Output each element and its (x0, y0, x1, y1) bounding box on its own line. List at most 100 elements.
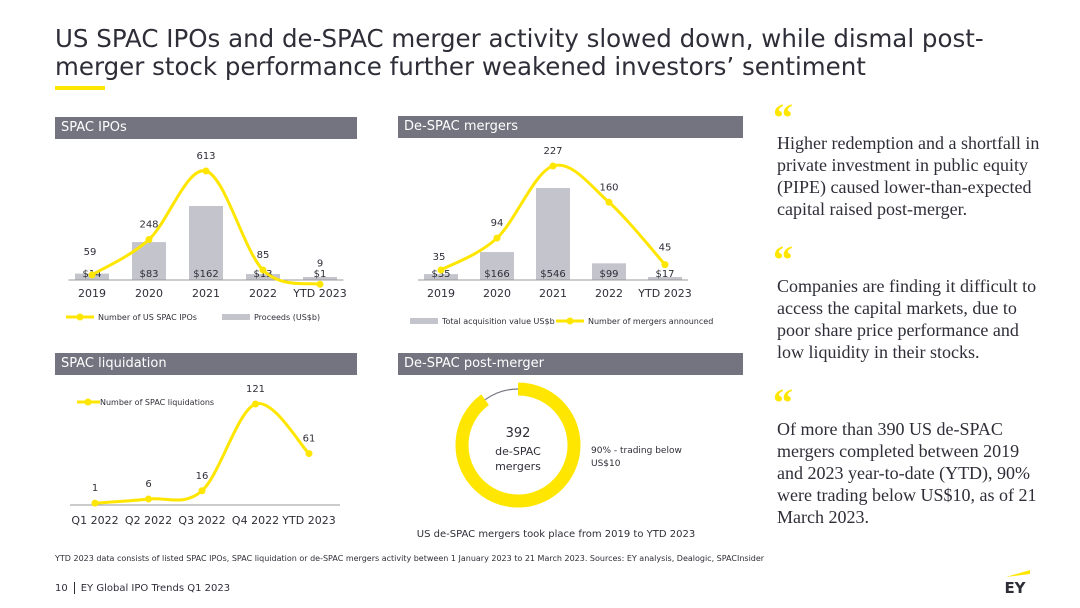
bar-4 (246, 274, 280, 280)
x-tick-label: YTD 2023 (637, 287, 691, 300)
line-value-label: 6 (145, 479, 151, 490)
line-point-1 (437, 266, 445, 274)
bar-5 (303, 277, 337, 280)
x-tick-label: YTD 2023 (281, 514, 335, 527)
de-spac-post-merger-chart: 392 de-SPAC mergers 90% - trading below US$1… (417, 382, 695, 540)
quote-mark-2: “ (773, 237, 793, 282)
ey-logo: EY (1004, 570, 1030, 596)
legend-label: Total acquisition value US$b (441, 317, 555, 326)
legend-line-marker (76, 313, 84, 321)
quote-mark-1: “ (773, 95, 793, 140)
footer-separator (73, 582, 75, 594)
bar-value-label: $83 (139, 269, 158, 280)
x-tick-label: YTD 2023 (292, 287, 346, 300)
line-point-2 (493, 234, 501, 242)
line-value-label: 9 (317, 258, 323, 269)
bar-4 (592, 263, 626, 280)
line-point-5 (316, 280, 324, 288)
line-value-label: 59 (84, 247, 97, 258)
quote-1: Higher redemption and a shortfall in pri… (777, 133, 1040, 219)
chart-caption: US de-SPAC mergers took place from 2019 … (417, 529, 695, 540)
panel-title-spac-liquidation: SPAC liquidation (55, 353, 357, 375)
line-point-3 (549, 162, 557, 170)
panel-title-de-spac-post-merger: De-SPAC post-merger (398, 353, 743, 375)
page-number: 10 (55, 583, 68, 594)
quote-2: Companies are finding it difficult to ac… (777, 276, 1037, 362)
line-point-5 (305, 450, 313, 458)
donut-slice-label: 90% - trading below (591, 446, 682, 456)
line-point-1 (88, 271, 96, 279)
de-spac-mergers-chart: $35 $166 $546 $99 $17 35 94 227 160 45 2019 2020 202… (410, 146, 713, 326)
legend-line-marker (566, 317, 574, 325)
legend-label: Number of US SPAC IPOs (98, 313, 197, 322)
bar-value-label: $13 (253, 269, 272, 280)
donut-center-label: mergers (495, 460, 541, 473)
panel-title-spac-ipos: SPAC IPOs (55, 117, 357, 139)
legend-label: Proceeds (US$b) (254, 313, 320, 322)
line-value-label: 94 (491, 218, 504, 229)
x-tick-label: 2021 (539, 287, 567, 300)
x-tick-label: 2022 (249, 287, 277, 300)
line-value-label: 1 (92, 483, 98, 494)
donut-slice-label: US$10 (591, 459, 621, 469)
bar-value-label: $1 (314, 269, 327, 280)
line-point-2 (145, 235, 153, 243)
line-value-label: 16 (196, 471, 209, 482)
x-tick-label: Q2 2022 (125, 514, 172, 527)
legend-line-marker (84, 398, 92, 406)
line-point-4 (252, 400, 259, 408)
line-point-3 (202, 167, 210, 175)
x-tick-label: 2019 (78, 287, 106, 300)
bar-3 (536, 188, 570, 280)
bar-value-label: $166 (484, 269, 509, 280)
footnote: YTD 2023 data consists of listed SPAC IP… (55, 554, 765, 563)
bar-value-label: $162 (193, 269, 218, 280)
legend-label: Number of SPAC liquidations (100, 398, 214, 407)
quote-mark-3: “ (773, 380, 793, 425)
line-value-label: 45 (659, 243, 672, 254)
spac-ipos-chart: $14$83$162$13$15924861385920192020202120… (66, 151, 347, 322)
ey-logo-text: EY (1004, 579, 1026, 596)
footer: 10 EY Global IPO Trends Q1 2023 (55, 582, 230, 594)
x-tick-label: 2019 (427, 287, 455, 300)
line-value-label: 613 (196, 151, 215, 162)
x-tick-label: 2022 (595, 287, 623, 300)
bar-2 (480, 252, 514, 280)
x-tick-label: 2020 (135, 287, 163, 300)
ey-logo-beam (1006, 570, 1030, 577)
legend-bar-swatch (410, 318, 438, 324)
bar-value-label: $99 (599, 269, 618, 280)
donut-center-value: 392 (506, 426, 531, 441)
donut-slice-2 (484, 388, 519, 401)
bar-5 (648, 277, 682, 280)
line-value-label: 61 (303, 434, 316, 445)
line-value-label: 160 (599, 182, 618, 193)
footer-text: EY Global IPO Trends Q1 2023 (80, 583, 231, 594)
line-value-label: 85 (257, 250, 270, 261)
bar-value-label: $35 (431, 269, 450, 280)
legend-label: Number of mergers announced (588, 317, 713, 326)
line-series (94, 402, 311, 505)
panel-title-de-spac-mergers: De-SPAC mergers (398, 116, 743, 138)
donut-center-label: de-SPAC (495, 445, 541, 458)
line-value-label: 35 (433, 252, 446, 263)
x-tick-label: Q1 2022 (71, 514, 118, 527)
line-point-4 (605, 198, 613, 206)
line-point-1 (91, 499, 99, 507)
line-point-4 (259, 266, 267, 274)
line-point-2 (145, 495, 152, 503)
line-value-label: 121 (246, 384, 265, 395)
x-tick-label: 2021 (192, 287, 220, 300)
bar-1 (424, 274, 458, 280)
donut-slice-1 (455, 382, 581, 508)
x-tick-label: Q4 2022 (232, 514, 279, 527)
bar-3 (189, 206, 223, 280)
bar-value-label: $17 (655, 269, 674, 280)
line-point-5 (661, 261, 669, 269)
line-value-label: 248 (139, 219, 158, 230)
line-point-3 (198, 487, 206, 495)
page-title: US SPAC IPOs and de-SPAC merger activity… (55, 24, 984, 81)
legend-bar-swatch (222, 314, 250, 320)
bar-value-label: $546 (540, 269, 565, 280)
